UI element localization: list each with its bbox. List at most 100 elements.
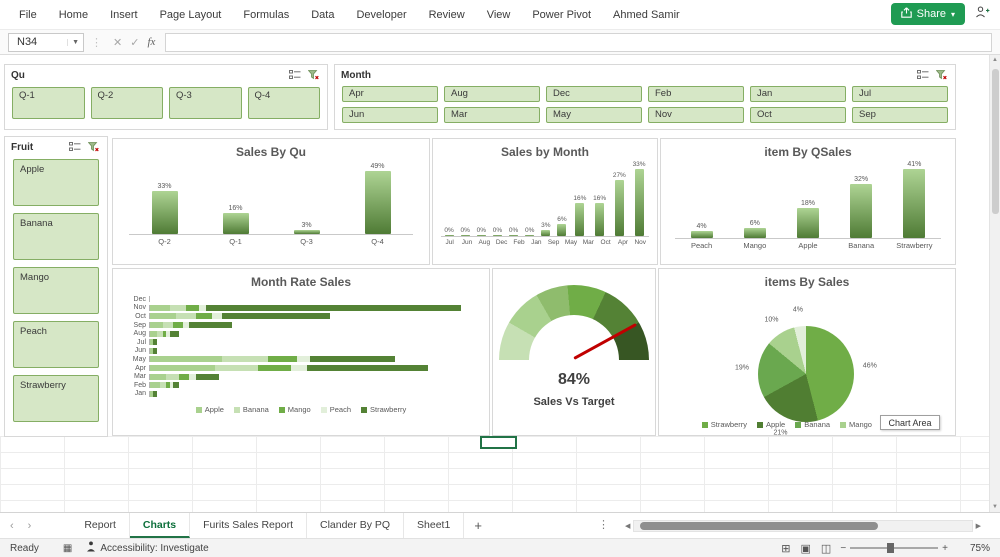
bar[interactable] <box>850 184 873 238</box>
multiselect-icon[interactable] <box>287 68 303 82</box>
bar-segment[interactable] <box>150 382 160 389</box>
bar[interactable] <box>364 171 391 234</box>
slicer-item-q-3[interactable]: Q-3 <box>169 87 242 119</box>
bar[interactable] <box>492 235 502 236</box>
bar-segment[interactable] <box>297 356 311 363</box>
bar-segment[interactable] <box>169 304 186 311</box>
slicer-item-mango[interactable]: Mango <box>13 267 99 314</box>
menu-tab-view[interactable]: View <box>486 8 511 21</box>
scroll-right-icon[interactable]: ▶ <box>975 523 981 530</box>
bar-segment[interactable] <box>215 365 258 372</box>
zoom-in-icon[interactable]: + <box>942 542 948 554</box>
bar[interactable] <box>614 179 624 236</box>
slicer-item-apple[interactable]: Apple <box>13 159 99 206</box>
multiselect-icon[interactable] <box>915 68 931 82</box>
clear-filter-icon[interactable] <box>85 140 101 154</box>
bar-segment[interactable] <box>172 382 180 389</box>
scroll-left-icon[interactable]: ◀ <box>625 523 631 530</box>
bar[interactable] <box>796 207 819 238</box>
chart-sales-by-month[interactable]: Sales by Month 0% 0% 0% 0% 0% 0% 3% 6% 16% 16% 27%… <box>432 138 658 265</box>
bar-segment[interactable] <box>195 313 213 320</box>
bar-segment[interactable] <box>150 373 167 380</box>
bar-segment[interactable] <box>156 330 164 337</box>
bar-segment[interactable] <box>150 339 154 346</box>
slicer-item-strawberry[interactable]: Strawberry <box>13 375 99 422</box>
slicer-item-jun[interactable]: Jun <box>342 107 438 123</box>
bar-segment[interactable] <box>150 365 216 372</box>
menu-tab-formulas[interactable]: Formulas <box>243 8 290 21</box>
bar-segment[interactable] <box>257 365 291 372</box>
bar[interactable] <box>575 202 585 236</box>
bar-segment[interactable] <box>166 382 170 389</box>
slicer-item-may[interactable]: May <box>546 107 642 123</box>
clear-filter-icon[interactable] <box>305 68 321 82</box>
add-people-icon[interactable] <box>975 5 990 23</box>
bar-segment[interactable] <box>205 304 461 311</box>
pie[interactable] <box>758 326 854 422</box>
bar-segment[interactable] <box>189 322 232 329</box>
next-sheet-icon[interactable]: › <box>27 519 32 532</box>
insert-function-icon[interactable]: fx <box>147 36 156 48</box>
menu-tab-page-layout[interactable]: Page Layout <box>159 8 222 21</box>
bar-segment[interactable] <box>212 313 222 320</box>
slicer-item-jan[interactable]: Jan <box>750 86 846 102</box>
scroll-up-icon[interactable]: ▲ <box>992 57 998 63</box>
bar-segment[interactable] <box>310 356 396 363</box>
bar-segment[interactable] <box>185 304 200 311</box>
scroll-down-icon[interactable]: ▼ <box>992 504 998 510</box>
slicer-item-aug[interactable]: Aug <box>444 86 540 102</box>
slicer-item-sep[interactable]: Sep <box>852 107 948 123</box>
menu-tab-insert[interactable]: Insert <box>110 8 138 21</box>
page-break-view-icon[interactable]: ◫ <box>820 542 832 555</box>
bar-segment[interactable] <box>189 373 196 380</box>
chart-items-by-sales[interactable]: items By Sales 46% 21% 19% 10% 4% Strawberry… <box>658 268 956 437</box>
chart-sales-by-qu[interactable]: Sales By Qu 33% 16% 3% 49% Q-2 Q-1 Q-3 Q-4 <box>112 138 430 265</box>
bar-segment[interactable] <box>199 304 206 311</box>
chart-sales-vs-target-gauge[interactable]: 84% Sales Vs Target <box>492 268 656 436</box>
bar-segment[interactable] <box>182 322 190 329</box>
slicer-item-oct[interactable]: Oct <box>750 107 846 123</box>
bar-segment[interactable] <box>221 356 268 363</box>
menu-tab-data[interactable]: Data <box>311 8 335 21</box>
menu-tab-power-pivot[interactable]: Power Pivot <box>532 8 592 21</box>
bar-segment[interactable] <box>150 347 154 354</box>
bar-segment[interactable] <box>169 330 180 337</box>
bar-segment[interactable] <box>221 313 330 320</box>
horizontal-scrollbar[interactable]: ◀ ▶ <box>622 519 984 533</box>
bar[interactable] <box>541 229 551 236</box>
cancel-icon[interactable]: ✕ <box>113 36 123 49</box>
bar-segment[interactable] <box>150 390 154 397</box>
menu-tab-developer[interactable]: Developer <box>356 8 407 21</box>
bar-segment[interactable] <box>163 330 167 337</box>
vertical-scrollbar[interactable]: ▲ ▼ <box>989 55 1000 512</box>
bar-segment[interactable] <box>159 382 167 389</box>
slicer-item-q-1[interactable]: Q-1 <box>12 87 85 119</box>
slicer-item-mar[interactable]: Mar <box>444 107 540 123</box>
bar-segment[interactable] <box>150 356 222 363</box>
horizontal-scroll-track[interactable] <box>633 520 973 532</box>
bar[interactable] <box>634 169 644 236</box>
bar[interactable] <box>903 169 926 238</box>
slicer-item-nov[interactable]: Nov <box>648 107 744 123</box>
menu-tab-review[interactable]: Review <box>428 8 465 21</box>
formula-input[interactable] <box>165 32 992 52</box>
bar-segment[interactable] <box>150 313 177 320</box>
chart-month-rate-sales[interactable]: Month Rate Sales Dec Nov Oct Sep Aug Jul Jun Ma… <box>112 268 490 436</box>
zoom-slider[interactable] <box>850 543 939 553</box>
sheet-tab-furits-sales-report[interactable]: Furits Sales Report <box>190 513 307 538</box>
sheet-tab-clander-by-pq[interactable]: Clander By PQ <box>307 513 405 538</box>
bar-segment[interactable] <box>150 304 170 311</box>
bar-segment[interactable] <box>166 330 170 337</box>
bar-segment[interactable] <box>163 322 173 329</box>
bar[interactable] <box>525 235 535 236</box>
page-layout-view-icon[interactable]: ▣ <box>800 542 811 555</box>
slicer-item-jul[interactable]: Jul <box>852 86 948 102</box>
slicer-item-banana[interactable]: Banana <box>13 213 99 260</box>
slicer-item-q-4[interactable]: Q-4 <box>247 87 320 119</box>
slicer-item-peach[interactable]: Peach <box>13 321 99 368</box>
chevron-down-icon[interactable]: ▼ <box>67 38 83 46</box>
menu-tab-ahmed-samir[interactable]: Ahmed Samir <box>613 8 680 21</box>
normal-view-icon[interactable]: ⊞ <box>781 542 791 555</box>
selected-cell[interactable] <box>480 436 517 449</box>
bar-segment[interactable] <box>306 365 428 372</box>
